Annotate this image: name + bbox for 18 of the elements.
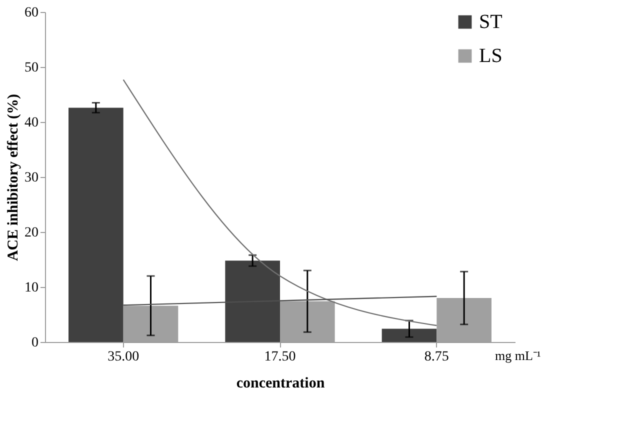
- x-tick-label: 8.75: [424, 350, 449, 364]
- y-tick-label: 0: [32, 336, 38, 350]
- x-tick-label: 17.50: [264, 350, 296, 364]
- x-tick-label: 35.00: [108, 350, 140, 364]
- y-tick-label: 10: [24, 280, 38, 296]
- bar: [382, 328, 437, 342]
- y-axis-title: ACE inhibitory effect (%): [6, 94, 22, 262]
- legend-label: ST: [479, 11, 502, 33]
- bar: [68, 108, 124, 342]
- y-tick-label: 20: [24, 226, 38, 240]
- bar: [225, 260, 280, 342]
- y-tick-label: 50: [24, 60, 38, 76]
- text: mg mL⁻¹: [495, 348, 541, 363]
- legend-label: LS: [479, 45, 502, 67]
- y-tick-label: 60: [24, 6, 38, 20]
- y-tick-label: 40: [24, 116, 38, 130]
- y-tick-label: 30: [24, 170, 38, 186]
- x-axis-title: concentration: [236, 376, 326, 392]
